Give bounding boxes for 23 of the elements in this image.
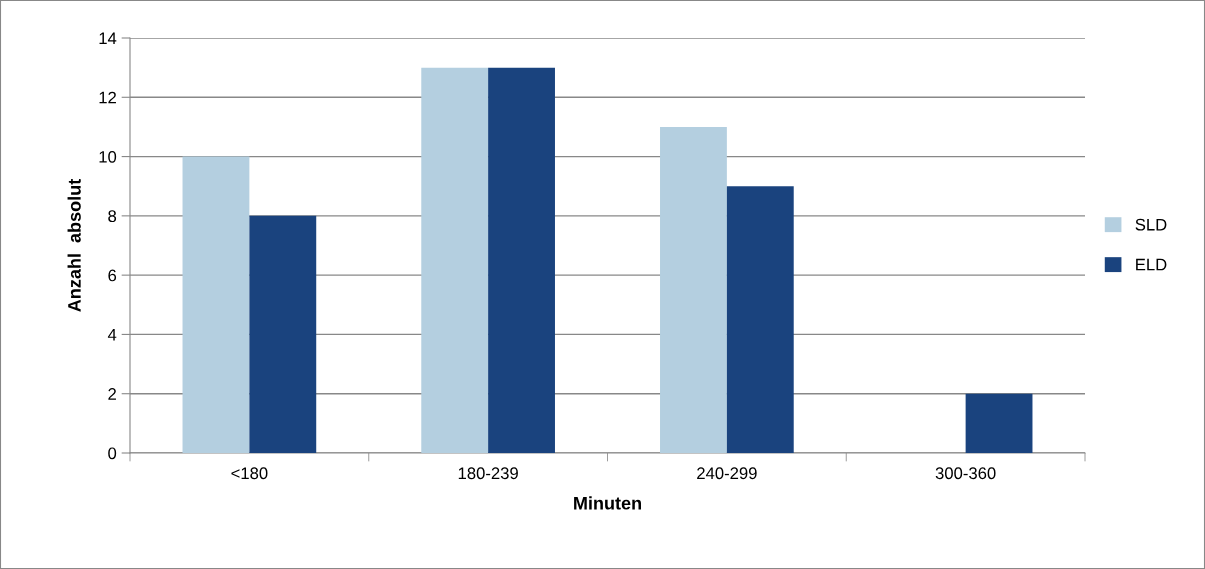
bar [249,215,317,453]
y-tick-label: 8 [108,210,117,223]
bar [726,186,794,453]
bar [421,67,489,453]
x-tick-label: 180-239 [458,467,518,480]
x-tick-label: 300-360 [935,467,996,480]
x-tick-label: 240-299 [697,467,757,480]
y-tick-label: 10 [99,150,117,163]
x-axis-title: Minuten [574,496,641,510]
bar [182,156,250,453]
bar [660,126,727,453]
y-tick-label: 4 [107,329,117,341]
y-tick-label: 0 [108,447,117,460]
x-tick-label: <180 [231,467,268,480]
legend-label: SLD [1135,218,1167,231]
bar [965,393,1033,453]
y-tick-label: 2 [108,388,116,400]
y-tick-label: 12 [99,91,116,104]
y-tick-label: 6 [108,269,117,282]
y-tick-label: 14 [99,32,117,45]
bar [488,67,555,453]
y-axis-title: Anzahl absolut [67,179,81,312]
legend-label: ELD [1136,258,1167,271]
